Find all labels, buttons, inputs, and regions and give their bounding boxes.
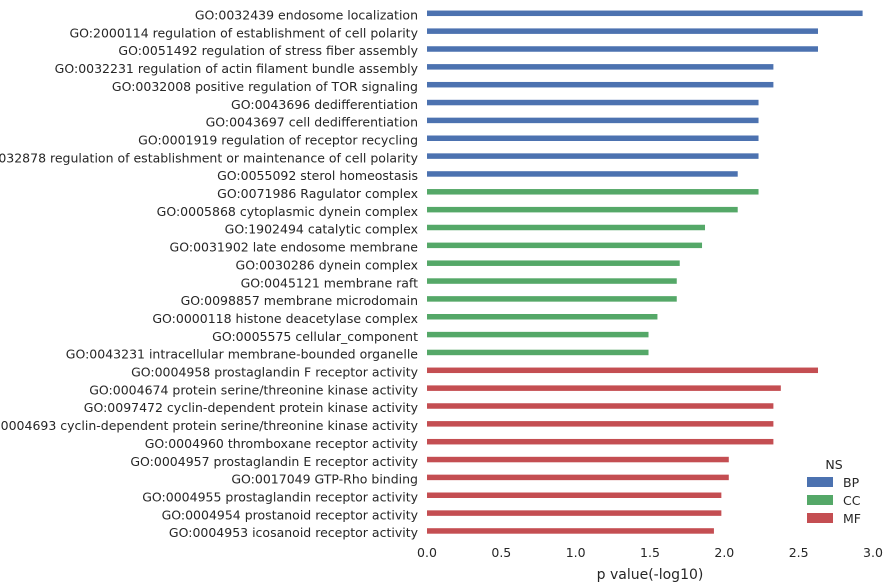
category-labels-group: GO:0032439 endosome localization GO:20001…: [0, 8, 419, 541]
legend-swatch-cc: [807, 495, 833, 505]
category-label-23: GO:0097472 cyclin-dependent protein kina…: [84, 400, 419, 415]
category-label-5: GO:0032008 positive regulation of TOR si…: [112, 79, 418, 94]
category-label-6: GO:0043696 dedifferentiation: [231, 97, 418, 112]
category-label-19: GO:0005575 cellular_component: [212, 329, 418, 344]
category-label-18: GO:0000118 histone deacetylase complex: [152, 311, 418, 326]
bar-3: [427, 46, 818, 52]
category-label-12: GO:0005868 cytoplasmic dynein complex: [157, 204, 418, 219]
bar-15: [427, 260, 680, 266]
x-tick-label-6: 2.5: [789, 545, 809, 560]
bar-18: [427, 314, 658, 320]
bar-14: [427, 242, 703, 249]
bar-30: [427, 528, 714, 534]
bar-29: [427, 510, 722, 516]
bar-11: [427, 189, 759, 195]
bar-23: [427, 403, 774, 409]
category-label-17: GO:0098857 membrane microdomain: [181, 293, 418, 308]
x-axis-ticks-group: 0.0 0.5 1.0 1.5 2.0 2.5 3.0: [417, 545, 883, 560]
x-axis-title: p value(-log10): [597, 567, 704, 583]
bar-8: [427, 135, 759, 141]
category-label-21: GO:0004958 prostaglandin F receptor acti…: [131, 365, 419, 380]
legend-swatch-bp: [807, 477, 833, 487]
category-label-27: GO:0017049 GTP-Rho binding: [231, 472, 418, 487]
x-tick-label-2: 0.5: [491, 545, 511, 560]
category-label-22: GO:0004674 protein serine/threonine kina…: [89, 382, 418, 397]
bar-7: [427, 117, 759, 124]
legend-swatch-mf: [807, 513, 833, 523]
category-label-7: GO:0043697 cell dedifferentiation: [206, 115, 418, 130]
bar-4: [427, 64, 774, 70]
category-label-14: GO:0031902 late endosome membrane: [170, 240, 419, 255]
category-label-10: GO:0055092 sterol homeostasis: [217, 168, 418, 183]
legend: NS BP CC MF: [807, 457, 861, 526]
x-tick-label-3: 1.0: [566, 545, 586, 560]
bar-1: [427, 10, 863, 17]
bar-10: [427, 171, 738, 177]
bar-21: [427, 367, 818, 374]
category-label-28: GO:0004955 prostaglandin receptor activi…: [142, 489, 418, 504]
category-label-1: GO:0032439 endosome localization: [195, 8, 418, 23]
bar-9: [427, 153, 759, 159]
category-label-30: GO:0004953 icosanoid receptor activity: [169, 525, 419, 540]
category-label-16: GO:0045121 membrane raft: [241, 275, 419, 290]
category-label-29: GO:0004954 prostanoid receptor activity: [162, 507, 419, 522]
bar-24: [427, 421, 774, 427]
bar-16: [427, 278, 677, 284]
bar-22: [427, 385, 781, 391]
category-label-8: GO:0001919 regulation of receptor recycl…: [138, 132, 418, 147]
bar-19: [427, 331, 649, 338]
bar-17: [427, 296, 677, 302]
category-label-3: GO:0051492 regulation of stress fiber as…: [118, 43, 418, 58]
category-label-20: GO:0043231 intracellular membrane-bounde…: [66, 347, 419, 362]
bar-6: [427, 99, 759, 106]
category-label-4: GO:0032231 regulation of actin filament …: [55, 61, 419, 76]
bar-13: [427, 224, 706, 231]
category-label-2: GO:2000114 regulation of establishment o…: [69, 25, 418, 40]
bar-5: [427, 81, 774, 88]
legend-label-bp: BP: [843, 475, 860, 490]
x-tick-label-1: 0.0: [417, 545, 437, 560]
bar-27: [427, 474, 729, 481]
bar-2: [427, 28, 818, 34]
category-label-9: GO:0032878 regulation of establishment o…: [0, 150, 419, 165]
category-label-24: GO:0004693 cyclin-dependent protein seri…: [0, 418, 419, 433]
category-label-13: GO:1902494 catalytic complex: [225, 222, 418, 237]
x-tick-label-7: 3.0: [863, 545, 883, 560]
x-tick-label-5: 2.0: [714, 545, 734, 560]
bars-group: [427, 10, 863, 534]
bar-26: [427, 456, 729, 463]
category-label-15: GO:0030286 dynein complex: [236, 257, 418, 272]
x-tick-label-4: 1.5: [640, 545, 660, 560]
category-label-11: GO:0071986 Ragulator complex: [217, 186, 418, 201]
legend-label-mf: MF: [843, 511, 861, 526]
bar-25: [427, 438, 774, 445]
category-label-26: GO:0004957 prostaglandin E receptor acti…: [130, 454, 418, 469]
bar-12: [427, 206, 738, 213]
bar-28: [427, 492, 722, 498]
category-label-25: GO:0004960 thromboxane receptor activity: [145, 436, 419, 451]
legend-title: NS: [825, 457, 842, 472]
legend-label-cc: CC: [843, 493, 861, 508]
bar-20: [427, 349, 649, 356]
